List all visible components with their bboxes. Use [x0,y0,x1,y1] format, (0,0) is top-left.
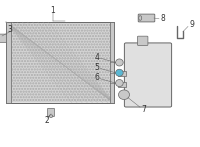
Text: 6: 6 [95,73,99,82]
Ellipse shape [139,16,142,20]
Text: 5: 5 [95,63,99,72]
Bar [7,23,113,102]
Text: 4: 4 [95,53,99,62]
Ellipse shape [116,59,123,66]
Ellipse shape [116,69,123,76]
Text: 3: 3 [8,25,12,34]
Bar [6,22,114,103]
FancyBboxPatch shape [48,108,54,117]
Ellipse shape [49,115,53,117]
Ellipse shape [116,80,123,87]
Text: 7: 7 [142,105,146,114]
Ellipse shape [118,90,130,100]
Bar [6,22,11,103]
FancyBboxPatch shape [138,14,155,22]
Bar [118,82,126,87]
FancyBboxPatch shape [124,43,172,107]
Text: 2: 2 [45,116,49,125]
Text: 9: 9 [190,20,194,30]
Text: 1: 1 [51,6,55,15]
Bar [118,71,126,76]
Bar [110,22,114,103]
FancyBboxPatch shape [0,34,7,42]
FancyBboxPatch shape [138,36,148,45]
Text: 8: 8 [161,14,165,23]
